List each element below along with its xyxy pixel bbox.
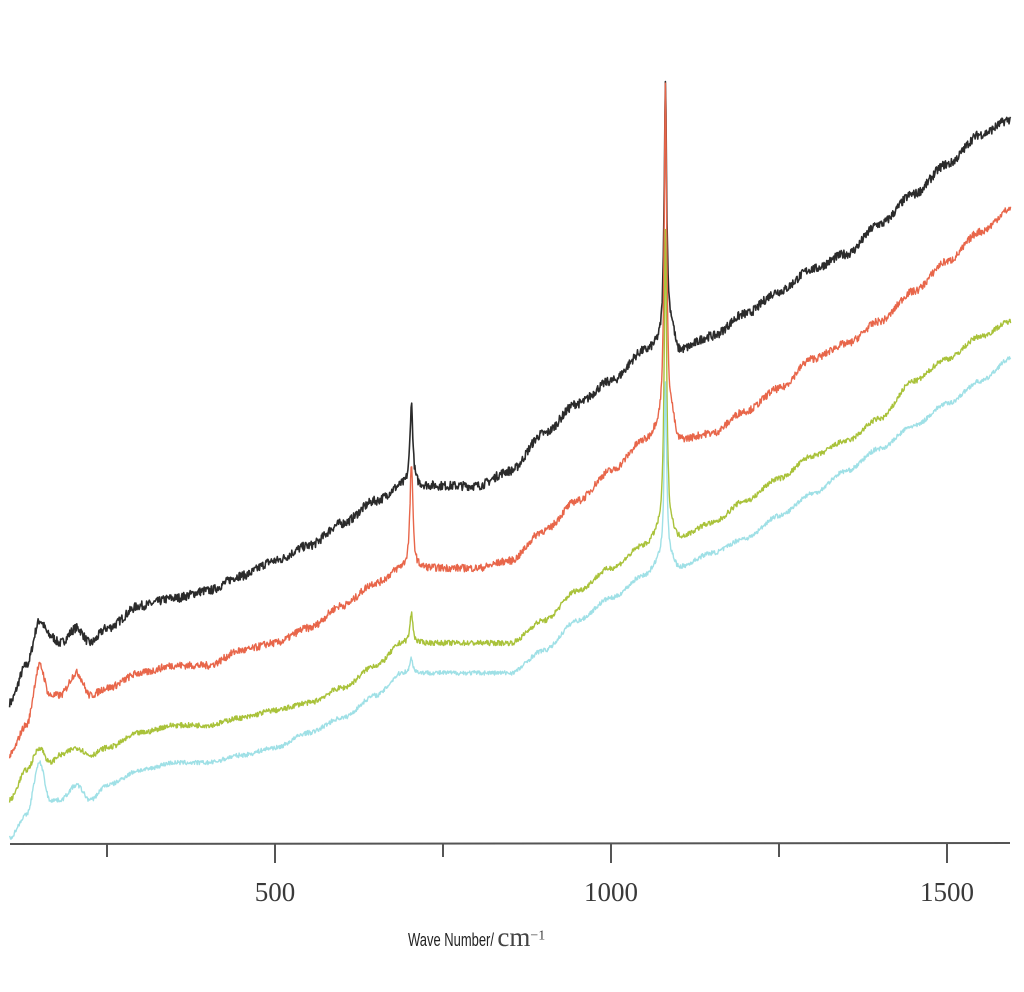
x-axis-title: Wave Number/cm−1 bbox=[408, 922, 545, 953]
x-axis-title-unit: cm bbox=[497, 922, 531, 952]
x-tick-label: 500 bbox=[255, 877, 296, 907]
spectra-traces bbox=[8, 80, 1012, 840]
x-axis-title-text: Wave Number/ bbox=[408, 930, 494, 950]
x-axis-title-exponent: −1 bbox=[530, 928, 546, 944]
x-axis: 500 1000 1500 bbox=[9, 842, 1011, 907]
spectrum-trace-3 bbox=[8, 228, 1012, 803]
x-axis-line bbox=[9, 842, 1011, 845]
spectrum-trace-2 bbox=[8, 82, 1012, 759]
x-axis-tick-labels: 500 1000 1500 bbox=[255, 877, 974, 907]
spectrum-trace-4 bbox=[8, 356, 1012, 840]
x-axis-ticks bbox=[106, 844, 948, 863]
spectrum-trace-1 bbox=[8, 80, 1012, 708]
x-tick-label: 1500 bbox=[920, 877, 974, 907]
x-tick-label: 1000 bbox=[584, 877, 638, 907]
